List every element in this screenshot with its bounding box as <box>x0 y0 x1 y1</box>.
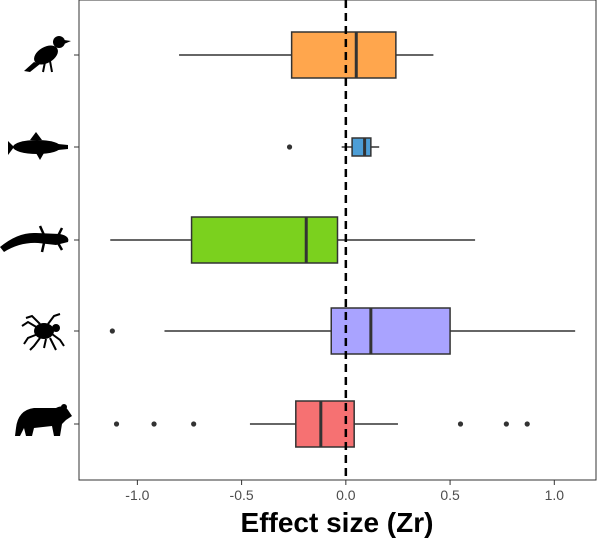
box <box>351 137 372 157</box>
x-tick-label: 1.0 <box>545 487 565 503</box>
outlier-point <box>113 421 120 427</box>
boxplot-series <box>109 31 576 448</box>
y-axis-ticks <box>74 54 79 425</box>
outlier-point <box>457 421 464 427</box>
x-axis: -1.0 -0.5 0.0 0.5 1.0 <box>125 480 564 503</box>
x-tick-label: 0.0 <box>336 487 356 503</box>
box <box>190 216 339 264</box>
fish-icon <box>8 132 68 160</box>
outlier-point <box>191 421 197 427</box>
salamander-icon <box>0 225 69 253</box>
box <box>290 31 397 79</box>
x-tick-label: -0.5 <box>230 487 254 503</box>
x-tick-label: -1.0 <box>125 487 149 503</box>
outlier-point <box>524 421 530 427</box>
outlier-point <box>109 328 115 334</box>
spider-icon <box>21 313 65 351</box>
outlier-point <box>286 144 293 150</box>
outlier-point <box>151 421 157 427</box>
box <box>295 400 355 448</box>
bird-icon <box>24 36 71 73</box>
x-tick-label: 0.5 <box>440 487 460 503</box>
outlier-point <box>503 421 509 427</box>
box <box>330 307 451 355</box>
bear-icon <box>15 404 72 436</box>
x-axis-title: Effect size (Zr) <box>241 507 434 538</box>
